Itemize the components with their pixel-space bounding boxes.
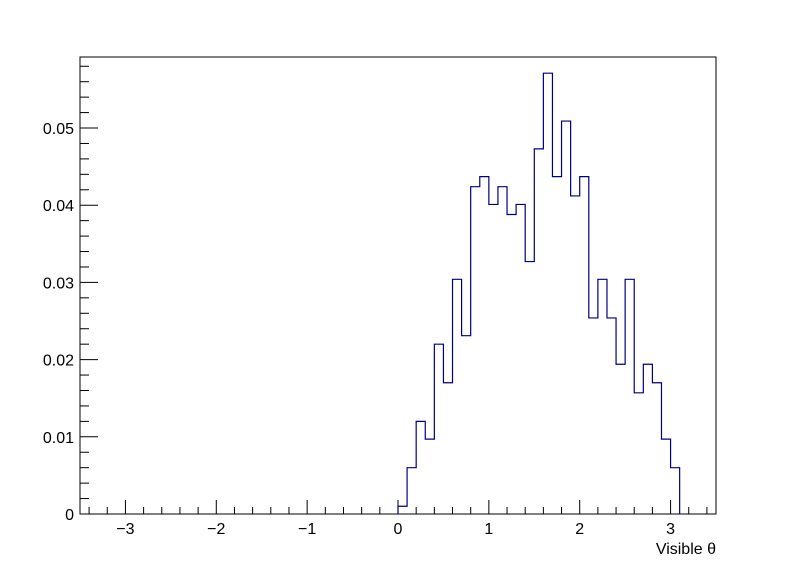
x-minor-ticks	[88, 507, 708, 514]
y-axis-ticks: 0 0.01 0.02 0.03 0.04 0.05	[43, 121, 98, 524]
x-tick-label: 3	[666, 521, 675, 538]
x-tick-label: 1	[484, 521, 493, 538]
y-tick-label: 0.05	[43, 121, 74, 138]
y-tick-label: 0.04	[43, 198, 74, 215]
x-tick-label: 2	[575, 521, 584, 538]
x-tick-label: −3	[116, 521, 134, 538]
x-tick-label: 0	[394, 521, 403, 538]
x-axis-ticks: −3 −2 −1 0 1 2 3	[116, 500, 675, 538]
y-tick-label: 0.01	[43, 430, 74, 447]
y-tick-label: 0	[65, 507, 74, 524]
y-tick-label: 0.03	[43, 275, 74, 292]
x-tick-label: −2	[207, 521, 225, 538]
y-tick-label: 0.02	[43, 353, 74, 370]
histogram-series-line	[397, 72, 681, 514]
x-axis-title: Visible θ	[656, 541, 716, 558]
plot-frame	[79, 56, 717, 515]
y-minor-ticks	[80, 65, 89, 500]
x-tick-label: −1	[298, 521, 316, 538]
